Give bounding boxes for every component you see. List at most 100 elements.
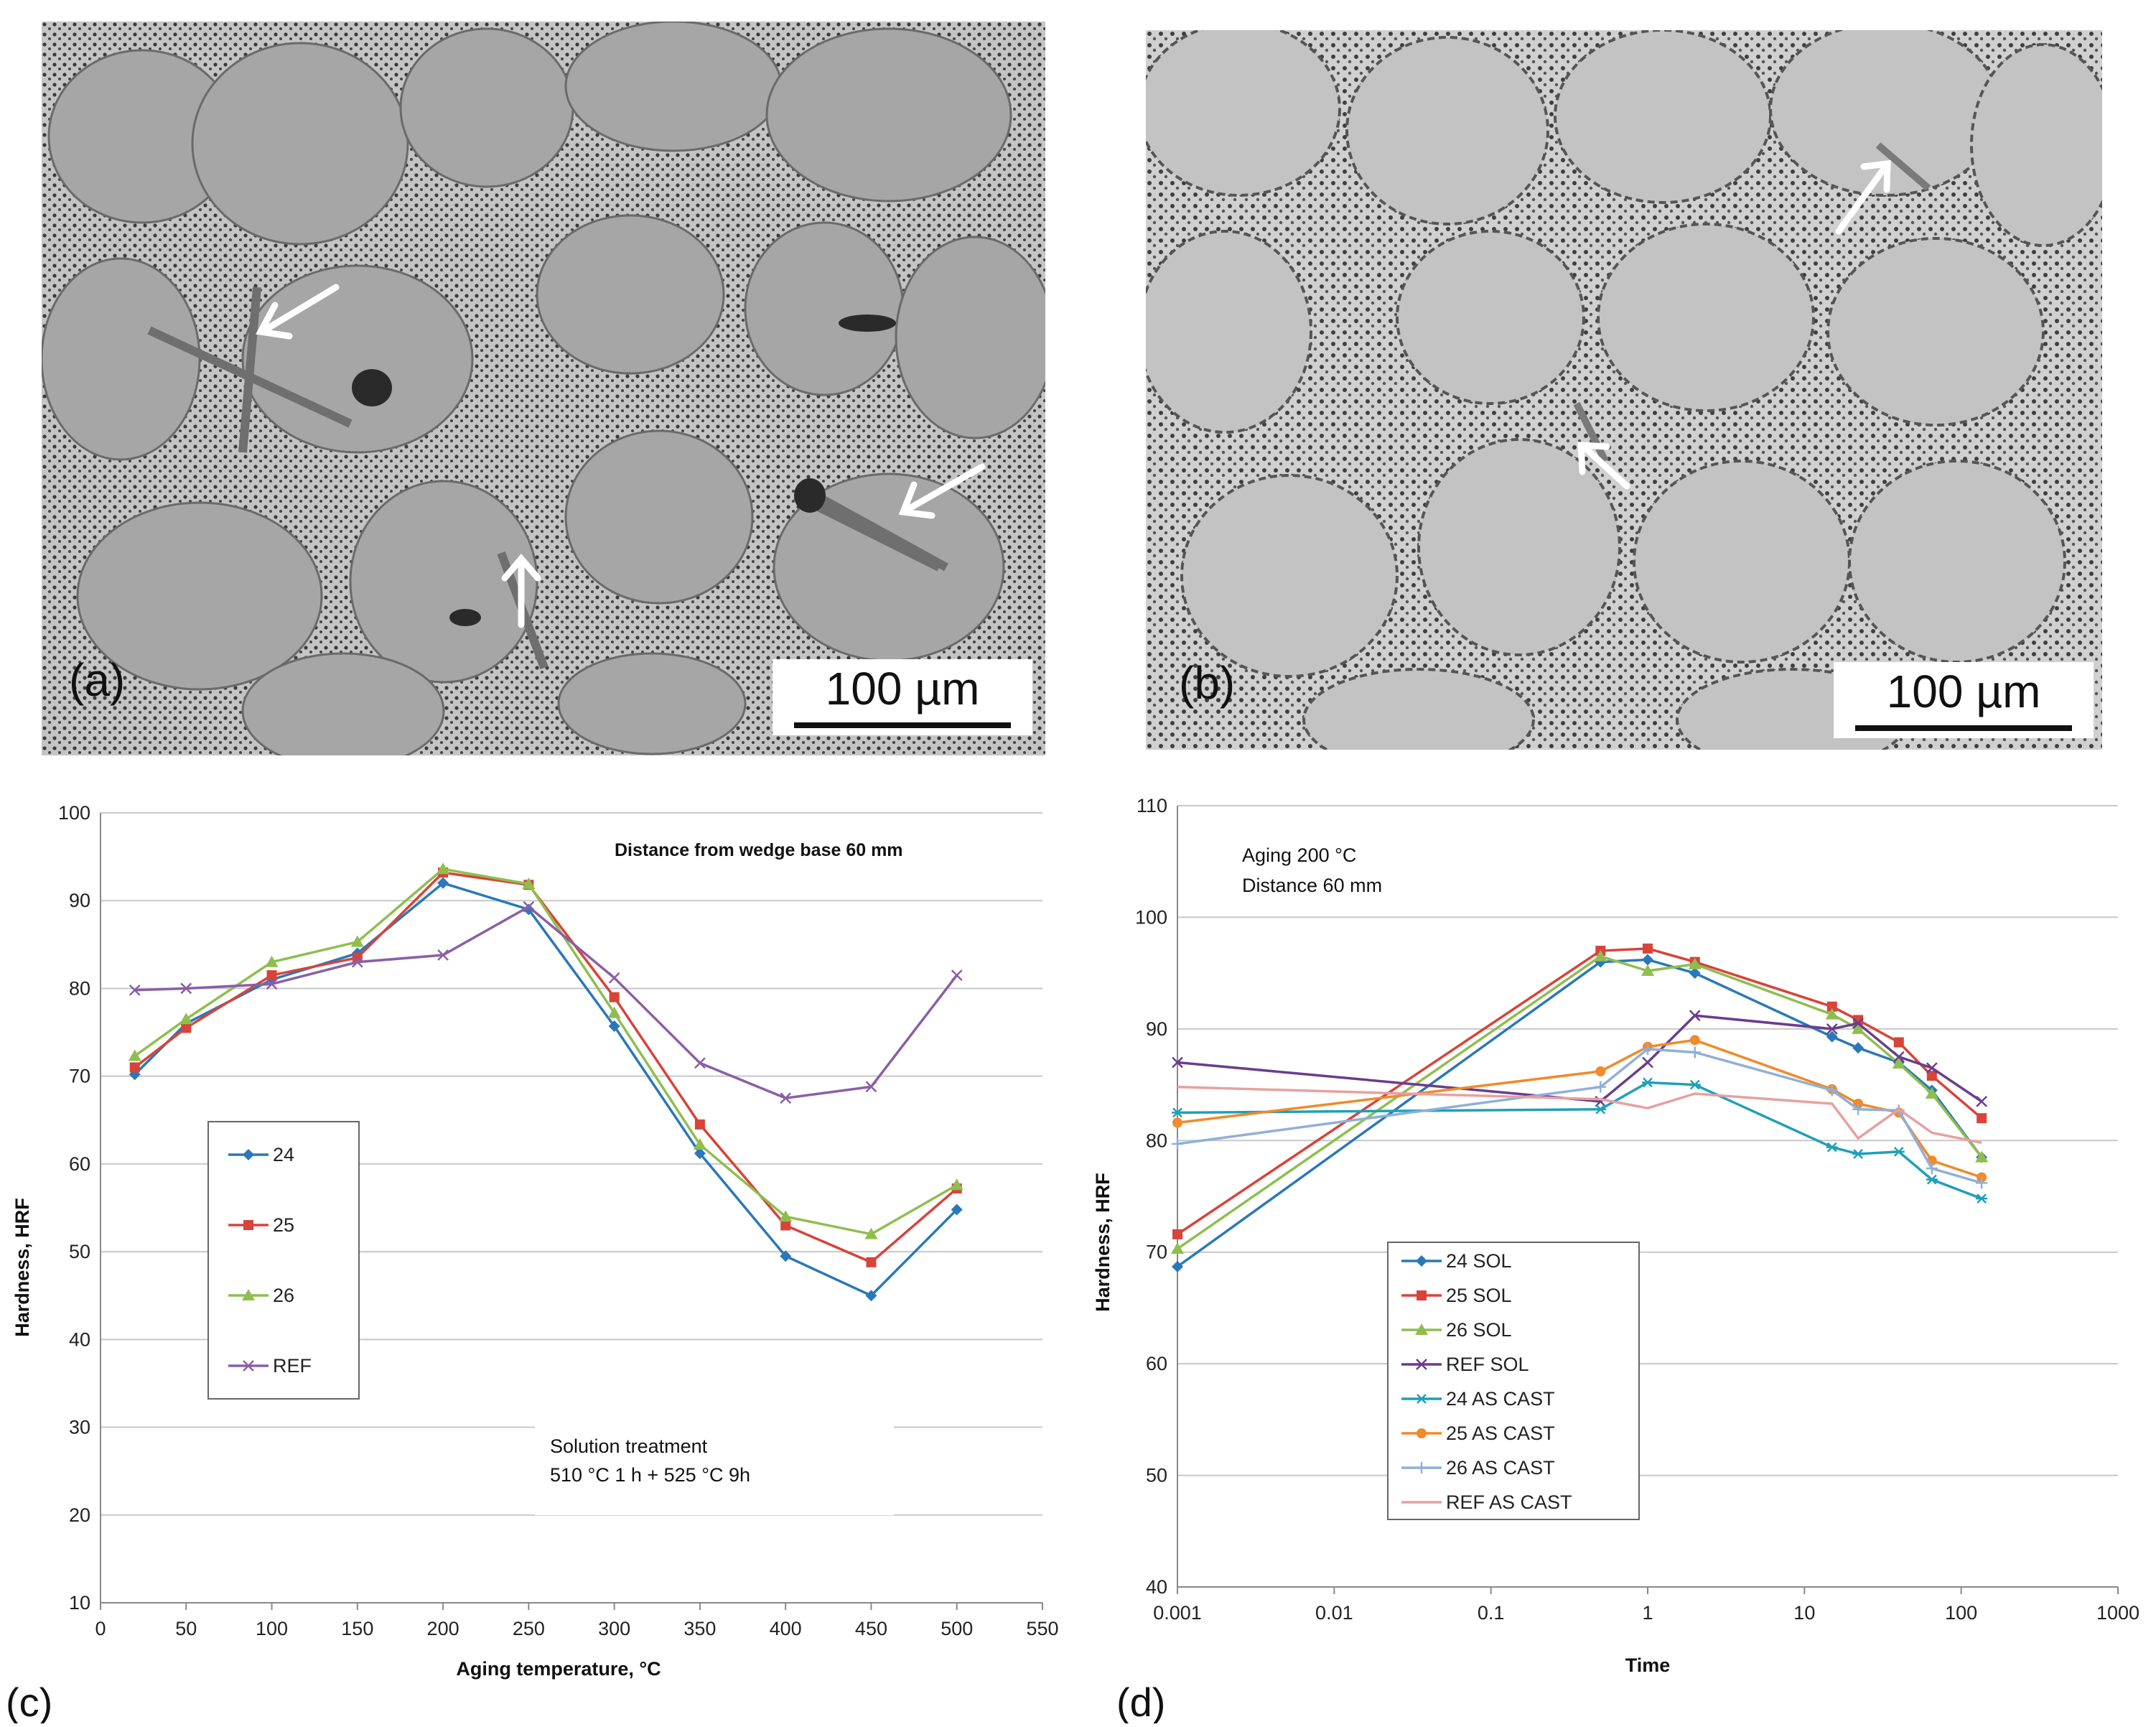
chart-d-point-24-sol <box>1595 956 1607 968</box>
chart-c-point-25 <box>866 1257 877 1267</box>
chart-d-annotation-distance: Distance 60 mm <box>1242 875 1382 896</box>
chart-c-xtick-label: 50 <box>175 1618 197 1639</box>
chart-d-point-24-as-cast <box>1172 1107 1183 1118</box>
chart-c-ytick-label: 50 <box>69 1241 90 1262</box>
chart-c-point-26 <box>350 935 364 947</box>
chart-d-series <box>1171 943 1989 1272</box>
chart-c-point-24 <box>780 1250 792 1262</box>
scale-bar-label-a: 100 µm <box>825 663 980 714</box>
chart-c-point-26 <box>128 1049 141 1061</box>
chart-d-point-26-as-cast <box>1689 1046 1701 1058</box>
chart-d-point-24-sol <box>1642 954 1653 966</box>
chart-d-xtick-label: 1000 <box>2096 1602 2139 1624</box>
chart-c-point-24 <box>608 1020 620 1032</box>
chart-d-legend-marker-25-as-cast <box>1417 1428 1427 1438</box>
chart-c-point-ref <box>865 1081 877 1093</box>
chart-c-xtick-label: 100 <box>256 1618 288 1639</box>
chart-d-point-ref-sol <box>1926 1062 1938 1074</box>
chart-c-ytick-label: 80 <box>69 977 90 999</box>
chart-d-point-26-sol <box>1641 964 1654 977</box>
chart-d-ytick-label: 70 <box>1146 1242 1167 1263</box>
chart-c-point-24 <box>694 1148 706 1160</box>
chart-c-point-ref <box>266 978 278 990</box>
chart-d-point-26-as-cast <box>1595 1081 1607 1093</box>
chart-c-legend-marker-24 <box>243 1149 254 1160</box>
chart-c-point-25 <box>129 1062 140 1073</box>
scale-bar-a <box>794 722 1011 728</box>
chart-d-point-26-sol <box>1171 1242 1184 1254</box>
chart-c-annotation-temps: 510 °C 1 h + 525 °C 9h <box>550 1464 750 1486</box>
chart-d-xtick-label: 10 <box>1793 1602 1815 1624</box>
chart-c-xtick-label: 300 <box>598 1618 630 1639</box>
chart-c-xtick-label: 250 <box>513 1618 545 1639</box>
chart-c-series-ref <box>129 900 963 1104</box>
chart-c-xlabel: Aging temperature, °C <box>456 1658 661 1680</box>
scale-bar-b <box>1855 725 2072 731</box>
chart-d-point-24-as-cast <box>1826 1142 1838 1153</box>
chart-d-ytick-label: 110 <box>1137 795 1167 816</box>
chart-d-point-26-as-cast <box>1642 1043 1653 1055</box>
chart-d-point-25-sol <box>1853 1015 1864 1025</box>
micrograph-a-image <box>42 22 1045 755</box>
chart-d-point-26-sol <box>1825 1007 1839 1020</box>
chart-d-ytick-label: 80 <box>1146 1130 1167 1151</box>
chart-c-line-ref <box>134 905 958 1100</box>
chart-d-series-24-as-cast <box>1172 1077 1988 1204</box>
chart-d-point-24-as-cast <box>1893 1146 1905 1157</box>
chart-c-legend-label-24: 24 <box>273 1144 294 1165</box>
chart-d-point-ref-sol <box>1893 1051 1905 1063</box>
chart-d-legend-marker-26-sol <box>1415 1323 1428 1335</box>
chart-d-xtick-label: 100 <box>1945 1602 1977 1624</box>
chart-c-annotation-distance: Distance from wedge base 60 mm <box>615 840 903 860</box>
chart-c-legend-marker-26 <box>242 1289 255 1300</box>
chart-c-legend-marker-ref <box>243 1360 254 1372</box>
chart-d-ylabel: Hardness, HRF <box>1092 1173 1114 1312</box>
chart-d-legend-label-26-sol: 26 SOL <box>1446 1319 1512 1341</box>
chart-c: 10 20 30 40 50 60 70 80 90 100 0 50 100 150 200 250 300 3… <box>6 802 1059 1723</box>
chart-d-point-ref-sol <box>1976 1096 1988 1107</box>
chart-c-point-25 <box>609 992 620 1002</box>
chart-d-point-26-as-cast <box>1172 1137 1183 1150</box>
chart-d-point-24-sol <box>1852 1042 1865 1054</box>
chart-d-series-24-sol <box>1172 954 1988 1272</box>
chart-d-point-26-sol <box>1594 949 1607 962</box>
chart-d-legend-label-ref-sol: REF SOL <box>1446 1354 1529 1375</box>
chart-c-point-ref <box>129 984 141 996</box>
chart-c-ytick-label: 60 <box>69 1153 90 1175</box>
chart-d-point-ref-sol <box>1642 1056 1653 1069</box>
chart-c-xtick-label: 150 <box>341 1618 373 1639</box>
chart-d-point-25-sol <box>1893 1037 1904 1048</box>
chart-d-legend-marker-ref-sol <box>1416 1359 1427 1370</box>
chart-c-legend: 24 25 26 REF <box>207 1121 360 1400</box>
chart-c-xtick-label: 450 <box>855 1618 887 1639</box>
chart-c-ytick-label: 90 <box>69 890 90 911</box>
chart-c-xtick-label: 400 <box>770 1618 802 1639</box>
chart-d-point-26-as-cast <box>1926 1163 1938 1175</box>
chart-d-ytick-label: 60 <box>1146 1353 1167 1374</box>
chart-d-legend-label-25-sol: 25 SOL <box>1446 1285 1512 1306</box>
chart-c-point-25 <box>694 1119 705 1130</box>
chart-d-ytick-label: 50 <box>1146 1465 1167 1486</box>
chart-c-annotation-solution: Solution treatment <box>550 1435 708 1457</box>
chart-d-point-25-as-cast <box>1172 1117 1182 1128</box>
chart-d-series-26-as-cast <box>1172 1043 1988 1189</box>
chart-d-point-24-as-cast <box>1642 1077 1653 1088</box>
chart-d-series-ref-as-cast <box>1177 1085 1982 1145</box>
chart-d-legend-marker-24-as-cast <box>1416 1394 1427 1404</box>
chart-d-point-ref-sol <box>1852 1018 1864 1029</box>
chart-d-point-25-as-cast <box>1689 1035 1700 1046</box>
chart-c-point-24 <box>129 1069 141 1081</box>
chart-d-line-26-as-cast <box>1177 1048 1982 1185</box>
chart-d-point-ref-sol <box>1172 1056 1183 1069</box>
micrograph-b: (b) 100 µm <box>1146 30 2102 750</box>
chart-c-point-26 <box>522 878 536 889</box>
chart-d-legend-marker-24-sol <box>1416 1255 1427 1267</box>
chart-d-point-24-as-cast <box>1976 1193 1988 1204</box>
chart-c-panel-label: (c) <box>6 1680 52 1723</box>
chart-c-ytick-label: 30 <box>69 1417 90 1438</box>
chart-c-ytick-label: 40 <box>69 1328 90 1350</box>
chart-d-point-24-as-cast <box>1595 1104 1607 1114</box>
chart-d-ytick-label: 90 <box>1146 1018 1167 1040</box>
chart-d-legend-marker-25-sol <box>1417 1290 1427 1300</box>
